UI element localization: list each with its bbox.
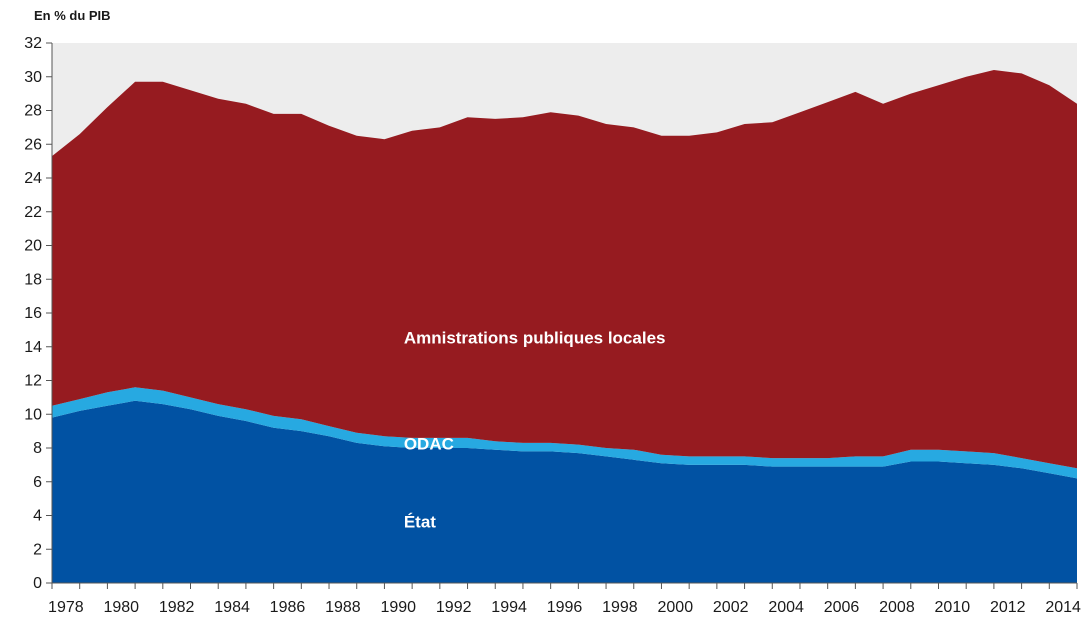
x-tick-label: 1984	[214, 599, 250, 616]
y-tick-label: 20	[24, 238, 42, 255]
x-tick-label: 2012	[990, 599, 1026, 616]
y-tick-label: 14	[24, 339, 42, 356]
series-labels: État ODAC Amnistrations publiques locales	[404, 328, 666, 531]
y-tick-label: 0	[33, 575, 42, 592]
area-series-group	[52, 70, 1077, 583]
y-tick-label: 30	[24, 69, 42, 86]
x-tick-label: 2006	[824, 599, 860, 616]
x-tick-label: 1996	[547, 599, 583, 616]
y-tick-label: 2	[33, 541, 42, 558]
area-odac	[52, 387, 1077, 479]
x-tick-label: 2004	[768, 599, 804, 616]
x-tick-label: 1978	[48, 599, 84, 616]
y-tick-label: 24	[24, 170, 42, 187]
y-tick-label: 26	[24, 136, 42, 153]
y-tick-label: 4	[33, 508, 42, 525]
x-tick-label: 2008	[879, 599, 915, 616]
x-tick-label: 1990	[380, 599, 416, 616]
area-etat	[52, 400, 1077, 583]
y-tick-label: 22	[24, 204, 42, 221]
x-tick-label: 1998	[602, 599, 638, 616]
x-tick-label: 2000	[658, 599, 694, 616]
x-tick-label: 1986	[270, 599, 306, 616]
x-tick-label: 1980	[103, 599, 139, 616]
x-tick-label: 2010	[935, 599, 971, 616]
series-label-etat: État	[404, 512, 436, 531]
area-amnistrations-publiques-locales	[52, 70, 1077, 469]
x-tick-label: 2014	[1045, 599, 1081, 616]
y-tick-label: 6	[33, 474, 42, 491]
x-tick-label: 2002	[713, 599, 749, 616]
y-tick-label: 18	[24, 271, 42, 288]
x-tick-label: 1988	[325, 599, 361, 616]
y-tick-label: 12	[24, 373, 42, 390]
y-unit-label: En % du PIB	[34, 8, 111, 23]
y-tick-label: 10	[24, 406, 42, 423]
x-tick-label: 1992	[436, 599, 472, 616]
x-tick-label: 1994	[491, 599, 527, 616]
x-axis: 1978 1980 1982 1984 1986 1988 1990 1992 1994 1996…	[48, 582, 1081, 616]
x-tick-label: 1982	[159, 599, 195, 616]
y-tick-label: 16	[24, 305, 42, 322]
series-label-odac: ODAC	[404, 435, 454, 454]
y-tick-label: 28	[24, 103, 42, 120]
series-label-amnistrations-publiques-locales: Amnistrations publiques locales	[404, 328, 666, 347]
y-tick-label: 32	[24, 35, 42, 52]
y-tick-label: 8	[33, 440, 42, 457]
